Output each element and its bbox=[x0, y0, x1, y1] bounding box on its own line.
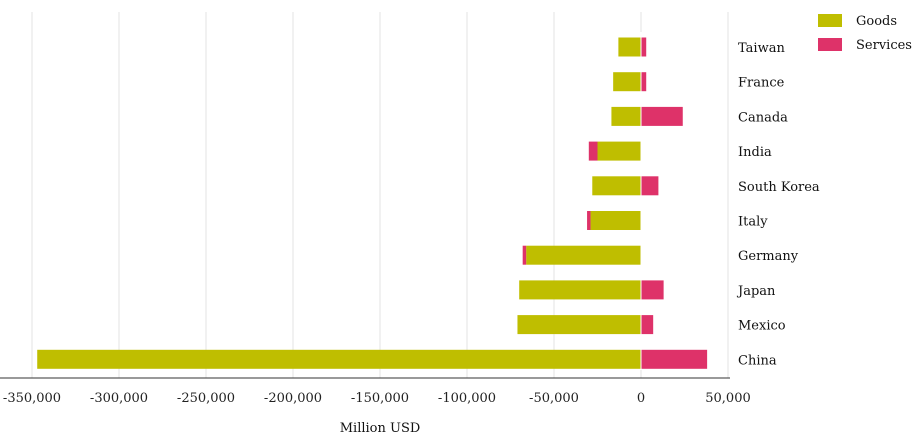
bar-services-canada bbox=[641, 106, 683, 126]
category-label: China bbox=[738, 353, 777, 368]
bar-goods-india bbox=[597, 141, 641, 161]
category-label: France bbox=[738, 76, 785, 91]
x-tick-label: -100,000 bbox=[438, 391, 496, 406]
x-tick-label: -50,000 bbox=[529, 391, 579, 406]
x-tick-label: 50,000 bbox=[705, 391, 751, 406]
legend-swatch-goods bbox=[818, 14, 842, 27]
bar-goods-south-korea bbox=[592, 176, 641, 196]
category-label: India bbox=[738, 145, 772, 160]
bar-services-china bbox=[641, 349, 708, 369]
bar-services-mexico bbox=[641, 315, 654, 335]
x-axis-title: Million USD bbox=[340, 421, 421, 436]
bar-goods-taiwan bbox=[618, 37, 641, 57]
bars bbox=[37, 32, 708, 370]
bar-services-south-korea bbox=[641, 176, 659, 196]
category-label: Italy bbox=[738, 215, 768, 230]
category-label: Mexico bbox=[738, 319, 786, 334]
bar-services-india bbox=[588, 141, 598, 161]
x-axis-ticks: -350,000 -300,000 -250,000 -200,000 -150,000… bbox=[3, 391, 751, 406]
bar-services-italy bbox=[587, 211, 591, 230]
x-tick-label: -250,000 bbox=[177, 391, 235, 406]
bar-goods-italy bbox=[590, 211, 641, 230]
category-labels: Taiwan France Canada India South Korea Italy G… bbox=[736, 41, 820, 368]
bar-services-japan bbox=[641, 280, 664, 300]
legend-swatch-services bbox=[818, 38, 842, 51]
bar-goods-china bbox=[37, 349, 642, 369]
legend-label-goods: Goods bbox=[856, 14, 897, 29]
bar-services-germany bbox=[522, 245, 527, 265]
x-tick-label: -300,000 bbox=[90, 391, 148, 406]
bar-goods-germany bbox=[526, 245, 641, 265]
gridlines bbox=[0, 12, 730, 379]
bar-goods-canada bbox=[611, 106, 641, 126]
x-tick-label: -150,000 bbox=[351, 391, 409, 406]
category-label: Canada bbox=[738, 110, 788, 125]
legend: Goods Services bbox=[818, 14, 912, 53]
bar-goods-france bbox=[613, 72, 641, 92]
category-label: Japan bbox=[736, 284, 776, 299]
x-tick-label: -350,000 bbox=[3, 391, 61, 406]
legend-label-services: Services bbox=[856, 38, 912, 53]
x-tick-label: -200,000 bbox=[264, 391, 322, 406]
category-label: South Korea bbox=[738, 180, 820, 195]
category-label: Taiwan bbox=[738, 41, 785, 56]
x-tick-label: 0 bbox=[637, 391, 645, 406]
category-label: Germany bbox=[738, 249, 799, 264]
bar-goods-mexico bbox=[517, 315, 641, 335]
bar-services-taiwan bbox=[641, 37, 647, 57]
bar-services-france bbox=[641, 72, 647, 92]
bar-goods-japan bbox=[519, 280, 641, 300]
